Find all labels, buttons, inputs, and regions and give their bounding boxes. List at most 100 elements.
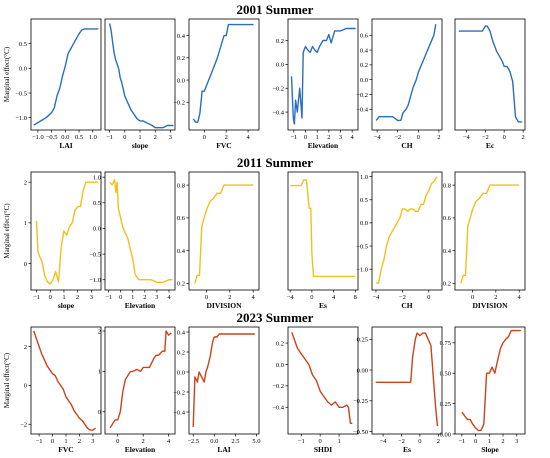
y-tick-label: −0.4: [272, 109, 285, 116]
x-tick-label: 0: [503, 134, 506, 141]
x-tick-label: 4: [252, 294, 256, 301]
y-tick-label: 1.0: [93, 174, 101, 181]
x-axis-label: Elevation: [308, 141, 339, 150]
x-tick-label: −1: [298, 438, 305, 445]
y-tick-label: 0.0: [276, 62, 284, 69]
y-tick-label: 0.2: [276, 38, 284, 45]
y-tick-label: 0.6: [177, 215, 186, 222]
x-tick-label: 0: [203, 134, 206, 141]
x-tick-label: 2: [143, 294, 146, 301]
panel-shdi: −1 0 1 −0.4 −0.2 0.0 0.2 SHDI: [272, 326, 359, 454]
x-tick-label: −1: [458, 438, 465, 445]
x-tick-label: 5.0: [252, 438, 260, 445]
plot-frame: [30, 18, 102, 131]
x-tick-label: 1: [62, 294, 65, 301]
x-axis-label: FVC: [58, 445, 73, 454]
x-tick-label: −1: [36, 438, 43, 445]
x-tick-label: 2: [327, 134, 330, 141]
panel-fvc: −1 0 1 2 3 −2 0 2 FVC: [20, 326, 102, 454]
y-tick-label: 0.4: [177, 248, 186, 255]
series-line: [192, 23, 254, 123]
y-tick-label: −0.2: [272, 383, 284, 390]
series-line: [33, 28, 99, 126]
x-tick-label: 3: [339, 134, 342, 141]
y-tick-label: −0.25: [353, 398, 368, 405]
x-tick-label: 3: [155, 294, 158, 301]
panel-fvc: 0 2 4 −0.2 0.0 0.2 0.4 FVC: [173, 18, 260, 150]
x-tick-label: −1: [33, 294, 40, 301]
x-axis-label: LAI: [217, 445, 230, 454]
x-axis-label: SHDI: [314, 445, 332, 454]
panel-elevation: −1 0 1 2 3 4 −1.0 −0.5 0.0 0.5 1.0 Elevation: [89, 171, 176, 310]
series-line: [108, 23, 174, 129]
plot-frame: [188, 171, 260, 291]
x-tick-label: −4: [374, 134, 382, 141]
x-tick-label: 2: [154, 134, 157, 141]
plot-frame: [287, 326, 359, 435]
y-tick-label: 0: [24, 261, 27, 268]
series-line: [35, 181, 99, 285]
x-axis-label: LAI: [59, 141, 72, 150]
panel-slope: −1 0 1 2 3 0.00 0.25 0.50 0.75 Slope: [440, 326, 526, 454]
x-axis-label: FVC: [216, 141, 231, 150]
plot-frame: [104, 326, 176, 435]
y-tick-label: −0.5: [15, 90, 27, 97]
x-tick-label: 2: [78, 438, 81, 445]
x-tick-label: 4: [167, 438, 171, 445]
y-tick-label: −1.0: [15, 115, 27, 122]
x-axis-label: CH: [401, 301, 412, 310]
y-tick-label: 0.2: [276, 340, 284, 347]
panel-division: 0 2 4 0.2 0.4 0.6 0.8 DIVISION: [177, 171, 260, 310]
x-tick-label: 2: [142, 438, 145, 445]
plot-frame: [188, 326, 260, 435]
series-line: [375, 24, 437, 122]
x-tick-label: 0: [116, 438, 119, 445]
y-tick-label: 0.5: [360, 197, 368, 204]
x-tick-label: 2: [521, 134, 524, 141]
x-tick-label: 4: [518, 294, 522, 301]
x-tick-label: −2: [398, 438, 405, 445]
y-tick-label: −2: [20, 422, 27, 429]
x-tick-label: −2: [394, 134, 401, 141]
panel-ch: −4 −2 0 −1.0 −0.5 0.0 0.5 1.0 CH: [356, 171, 443, 310]
x-tick-label: −4: [380, 438, 388, 445]
x-tick-label: 2: [437, 438, 440, 445]
panel-slope: −1 0 1 2 3 slope: [104, 18, 176, 150]
x-tick-label: 4: [246, 134, 250, 141]
row-title: 2001 Summer: [237, 2, 314, 17]
y-tick-label: 0.0: [93, 226, 101, 233]
y-tick-label: 0.0: [360, 77, 368, 84]
plot-frame: [30, 326, 102, 435]
x-tick-label: 3: [515, 438, 518, 445]
x-tick-label: 4: [332, 294, 336, 301]
y-tick-label: 0.4: [443, 248, 452, 255]
y-tick-label: 0.2: [360, 62, 368, 69]
y-axis-label: Marginal effect(°C): [3, 352, 11, 408]
x-tick-label: 1: [138, 134, 141, 141]
x-tick-label: −1: [290, 134, 297, 141]
y-tick-label: −0.4: [272, 405, 285, 412]
x-tick-label: 1: [64, 438, 67, 445]
x-tick-label: 2: [437, 134, 440, 141]
series-line: [458, 25, 523, 123]
x-tick-label: 3: [90, 294, 93, 301]
row-title: 2011 Summer: [237, 155, 313, 170]
x-tick-label: 3: [91, 438, 94, 445]
x-tick-label: 1.0: [89, 134, 97, 141]
x-tick-label: 0: [310, 294, 313, 301]
y-axis-label: Marginal effect(°C): [3, 46, 11, 102]
series-line: [192, 333, 255, 428]
y-tick-label: 0.4: [177, 329, 186, 336]
y-tick-label: 0.0: [177, 369, 185, 376]
x-tick-label: −1: [106, 134, 113, 141]
x-axis-label: DIVISION: [206, 301, 242, 310]
x-tick-label: 2.5: [231, 438, 239, 445]
panel-ch: −4 −2 0 2 −0.4 −0.2 0.0 0.2 0.4 0.6 CH: [356, 18, 443, 150]
x-tick-label: 2: [76, 294, 79, 301]
x-axis-label: slope: [58, 301, 75, 310]
y-axis-label: Marginal effect(°C): [3, 203, 11, 259]
x-tick-label: −2: [482, 134, 489, 141]
panel-ec: −4 −2 0 2 Ec: [454, 18, 526, 150]
plot-frame: [454, 326, 526, 435]
